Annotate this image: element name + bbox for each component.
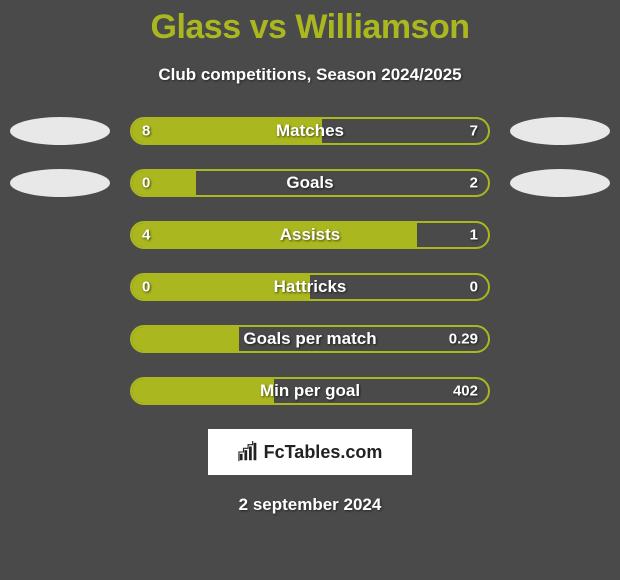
- stats-area: 8 Matches 7 0 Goals 2 4 Assists 1 0 Hattricks 0 Goal…: [0, 117, 620, 405]
- bar-fill-left: [132, 327, 239, 351]
- stat-bar: Goals per match 0.29: [130, 325, 490, 353]
- stat-value-right: 0: [470, 279, 478, 296]
- stat-bar: Min per goal 402: [130, 377, 490, 405]
- player-badge-left: [10, 117, 110, 145]
- stat-value-left: 0: [142, 279, 150, 296]
- stat-bar: 8 Matches 7: [130, 117, 490, 145]
- stat-row: 0 Goals 2: [10, 169, 610, 197]
- player-badge-right: [510, 117, 610, 145]
- stat-row: 4 Assists 1: [10, 221, 610, 249]
- stat-label: Goals: [286, 173, 333, 193]
- subtitle: Club competitions, Season 2024/2025: [0, 65, 620, 85]
- stat-value-left: 4: [142, 227, 150, 244]
- stat-row: 0 Hattricks 0: [10, 273, 610, 301]
- stat-value-right: 402: [453, 383, 478, 400]
- stat-label: Min per goal: [260, 381, 360, 401]
- comparison-widget: Glass vs Williamson Club competitions, S…: [0, 0, 620, 515]
- stat-label: Goals per match: [243, 329, 376, 349]
- bar-fill-left: [132, 379, 274, 403]
- stat-value-left: 8: [142, 123, 150, 140]
- stat-row: 8 Matches 7: [10, 117, 610, 145]
- stat-row: Min per goal 402: [10, 377, 610, 405]
- player-badge-right: [510, 169, 610, 197]
- stat-label: Hattricks: [274, 277, 347, 297]
- brand-badge[interactable]: FcTables.com: [208, 429, 412, 475]
- stat-value-right: 1: [470, 227, 478, 244]
- stat-bar: 0 Goals 2: [130, 169, 490, 197]
- stat-value-right: 7: [470, 123, 478, 140]
- bar-chart-icon: [238, 441, 260, 463]
- page-title: Glass vs Williamson: [0, 8, 620, 47]
- stat-bar: 4 Assists 1: [130, 221, 490, 249]
- stat-value-right: 0.29: [449, 331, 478, 348]
- player-badge-left: [10, 169, 110, 197]
- brand-text: FcTables.com: [264, 442, 383, 463]
- stat-label: Matches: [276, 121, 344, 141]
- stat-label: Assists: [280, 225, 340, 245]
- stat-bar: 0 Hattricks 0: [130, 273, 490, 301]
- bar-fill-left: [132, 223, 417, 247]
- stat-value-right: 2: [470, 175, 478, 192]
- date-label: 2 september 2024: [0, 495, 620, 515]
- stat-row: Goals per match 0.29: [10, 325, 610, 353]
- stat-value-left: 0: [142, 175, 150, 192]
